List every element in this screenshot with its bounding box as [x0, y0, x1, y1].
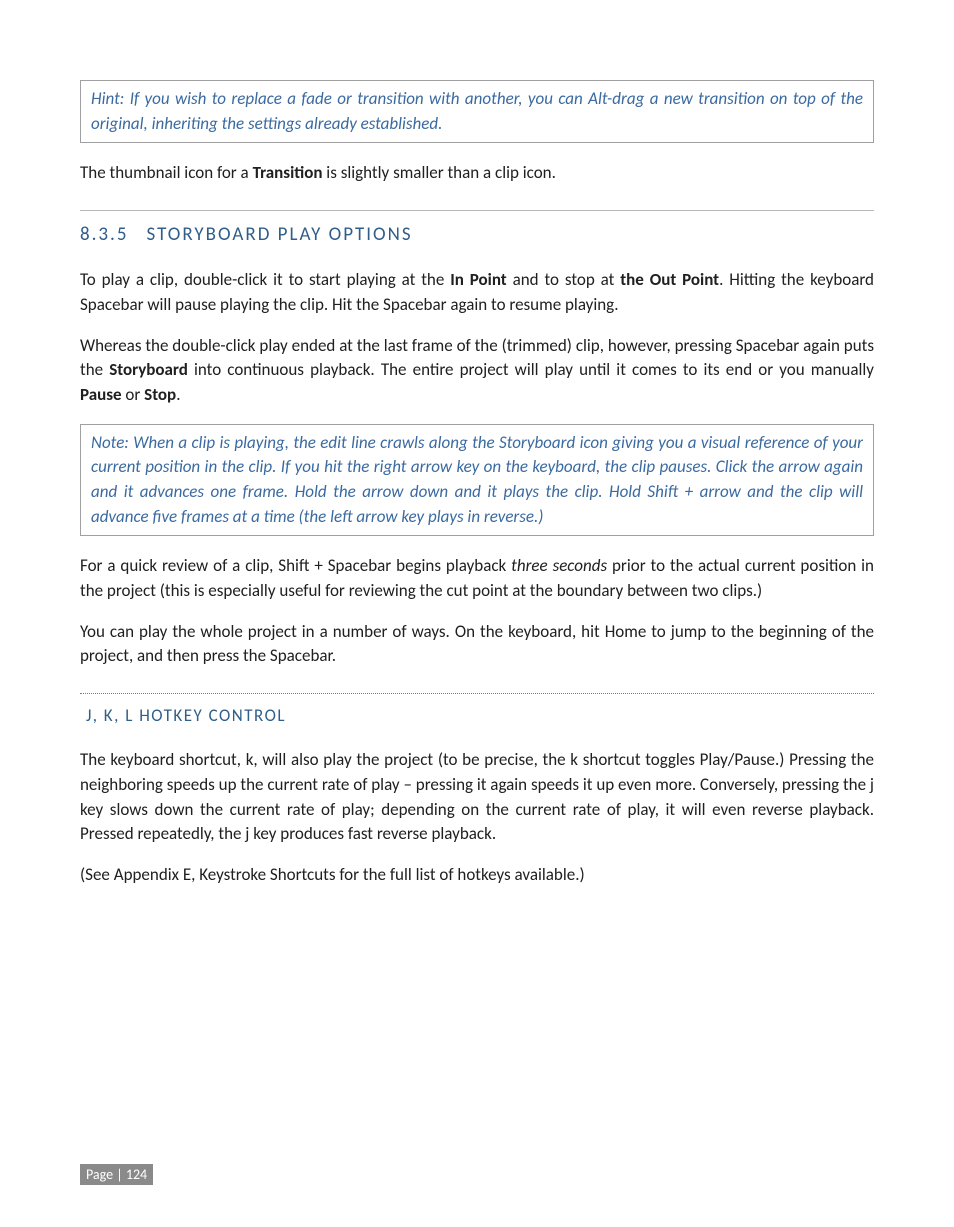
- p1-b2: the Out Point: [620, 269, 719, 290]
- paragraph-4: You can play the whole project in a numb…: [80, 620, 874, 669]
- intro-paragraph: The thumbnail icon for a Transition is s…: [80, 161, 874, 186]
- note-box: Note: When a clip is playing, the edit l…: [80, 424, 874, 537]
- p2-t3: or: [122, 384, 145, 405]
- intro-post: is slightly smaller than a clip icon.: [322, 162, 555, 183]
- note-text: Note: When a clip is playing, the edit l…: [91, 432, 863, 527]
- paragraph-2: Whereas the double-click play ended at t…: [80, 334, 874, 408]
- page-footer: Page | 124: [80, 1162, 153, 1187]
- section-title: STORYBOARD PLAY OPTIONS: [146, 223, 412, 246]
- p3-i1: three seconds: [511, 555, 607, 576]
- paragraph-5: The keyboard shortcut, k, will also play…: [80, 748, 874, 847]
- p4-text: You can play the whole project in a numb…: [80, 621, 874, 667]
- p2-t2: into continuous playback. The entire pro…: [188, 359, 874, 380]
- p5-text: The keyboard shortcut, k, will also play…: [80, 749, 874, 844]
- p2-b1: Storyboard: [109, 359, 188, 380]
- p2-b2: Pause: [80, 384, 122, 405]
- hint-box: Hint: If you wish to replace a fade or t…: [80, 80, 874, 143]
- p3-t1: For a quick review of a clip, Shift + Sp…: [80, 555, 511, 576]
- hint-text: Hint: If you wish to replace a fade or t…: [91, 88, 863, 134]
- p1-t1: To play a clip, double-click it to start…: [80, 269, 450, 290]
- p2-b3: Stop: [144, 384, 176, 405]
- sub-heading-title: J, K, L HOTKEY CONTROL: [86, 705, 286, 726]
- p1-b1: In Point: [450, 269, 507, 290]
- page-number-badge: Page | 124: [80, 1164, 153, 1185]
- section-number: 8.3.5: [80, 223, 128, 246]
- p1-t2: and to stop at: [507, 269, 621, 290]
- section-heading: 8.3.5 STORYBOARD PLAY OPTIONS: [80, 210, 874, 249]
- intro-pre: The thumbnail icon for a: [80, 162, 253, 183]
- paragraph-3: For a quick review of a clip, Shift + Sp…: [80, 554, 874, 603]
- p6-text: (See Appendix E, Keystroke Shortcuts for…: [80, 864, 585, 885]
- intro-bold: Transition: [253, 162, 323, 183]
- p2-t4: .: [176, 384, 180, 405]
- paragraph-6: (See Appendix E, Keystroke Shortcuts for…: [80, 863, 874, 888]
- paragraph-1: To play a clip, double-click it to start…: [80, 268, 874, 317]
- sub-heading: J, K, L HOTKEY CONTROL: [80, 693, 874, 729]
